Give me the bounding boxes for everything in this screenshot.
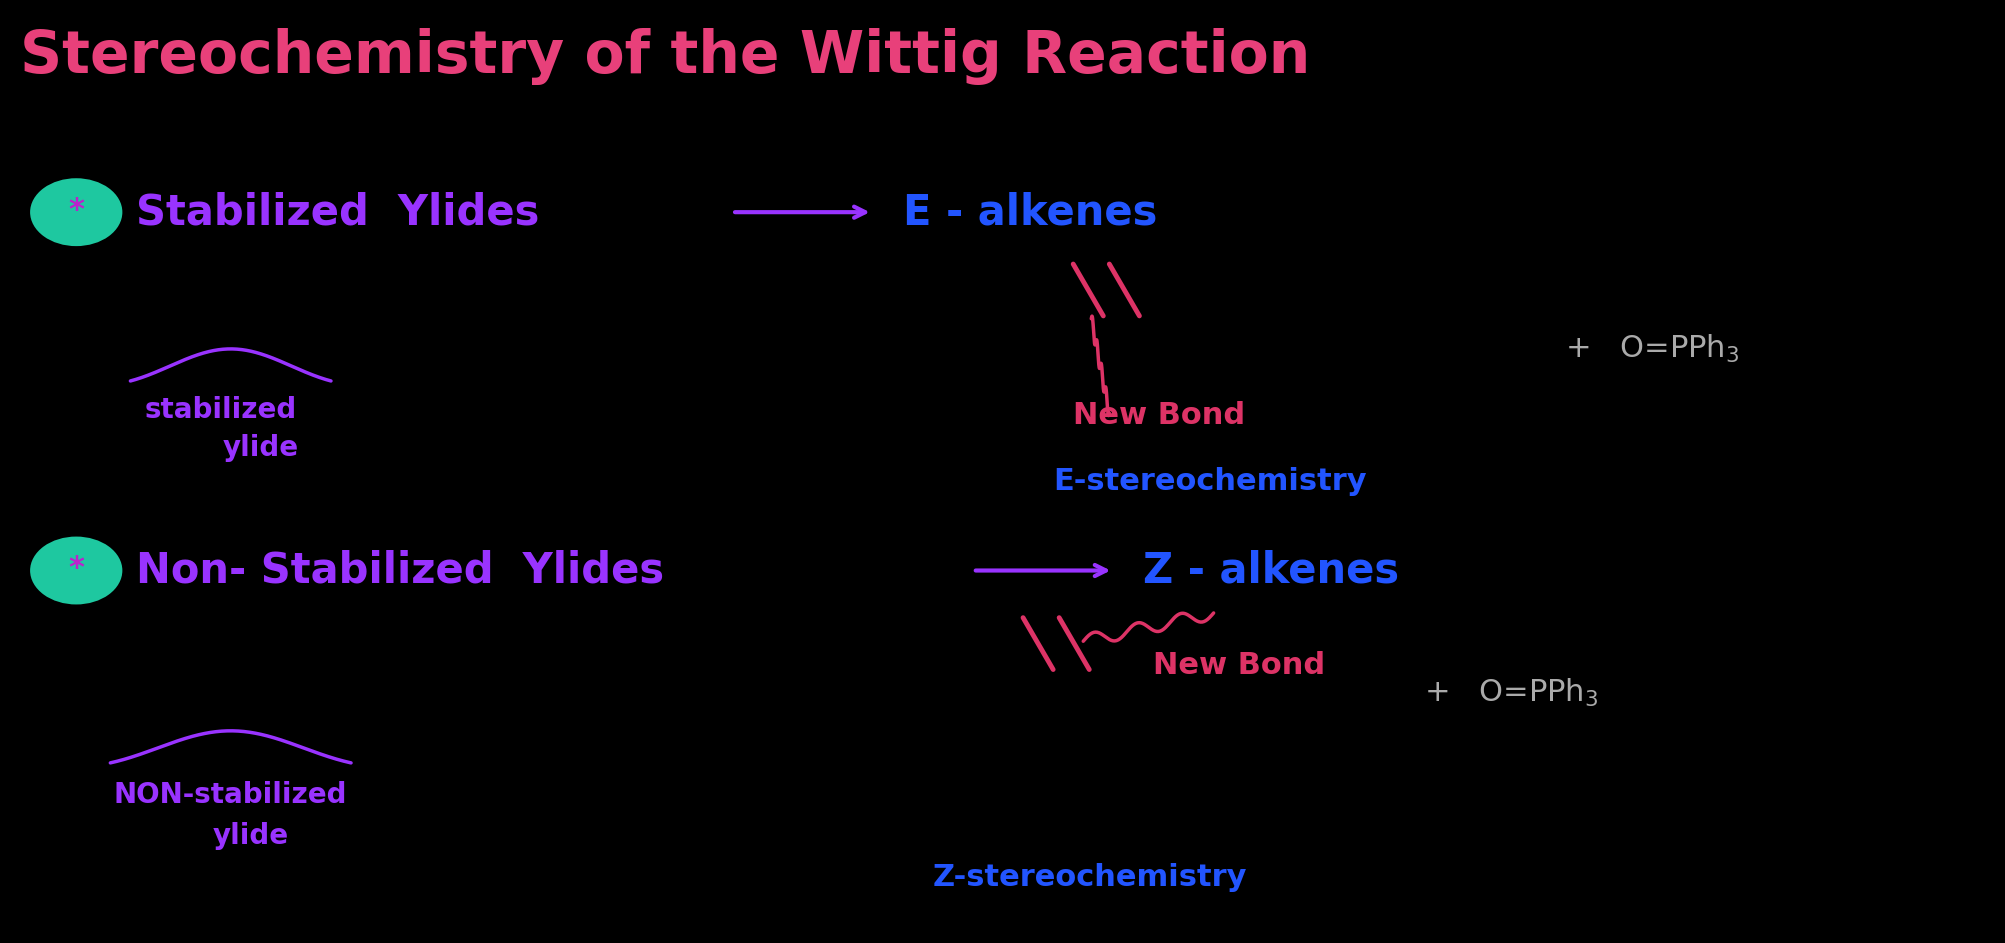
Text: +   O=PPh$_3$: + O=PPh$_3$ xyxy=(1424,677,1598,709)
Text: *: * xyxy=(68,554,84,583)
Text: New Bond: New Bond xyxy=(1153,651,1325,680)
Text: Z - alkenes: Z - alkenes xyxy=(1143,550,1399,591)
Text: ylide: ylide xyxy=(223,434,299,462)
Text: *: * xyxy=(68,196,84,224)
Ellipse shape xyxy=(30,537,122,604)
Text: ylide: ylide xyxy=(213,822,289,851)
Text: Z-stereochemistry: Z-stereochemistry xyxy=(932,863,1247,892)
Text: New Bond: New Bond xyxy=(1073,401,1245,430)
Text: E-stereochemistry: E-stereochemistry xyxy=(1053,467,1365,496)
Text: E - alkenes: E - alkenes xyxy=(902,191,1157,233)
Text: +   O=PPh$_3$: + O=PPh$_3$ xyxy=(1564,333,1738,365)
Text: NON-stabilized: NON-stabilized xyxy=(114,781,347,809)
Text: Non- Stabilized  Ylides: Non- Stabilized Ylides xyxy=(136,550,664,591)
Text: stabilized: stabilized xyxy=(144,396,297,424)
Text: Stereochemistry of the Wittig Reaction: Stereochemistry of the Wittig Reaction xyxy=(20,28,1309,85)
Text: Stabilized  Ylides: Stabilized Ylides xyxy=(136,191,539,233)
Ellipse shape xyxy=(30,178,122,246)
